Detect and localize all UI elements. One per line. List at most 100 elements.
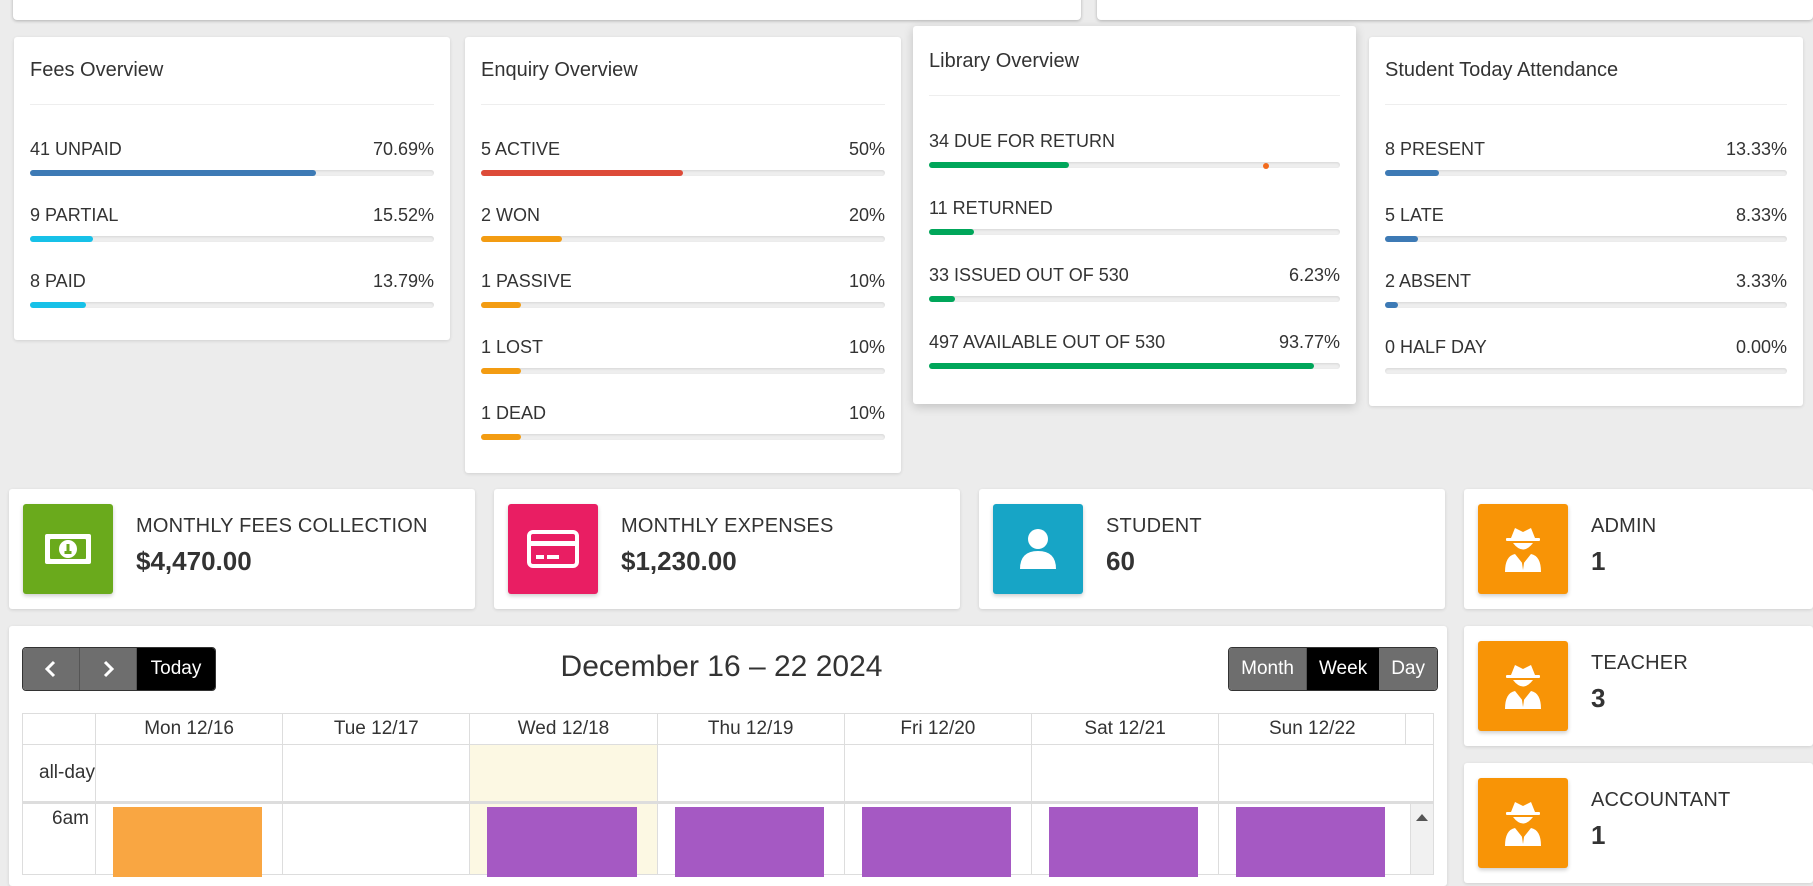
progress-fill	[30, 302, 86, 308]
chevron-left-icon	[44, 660, 56, 678]
attendance-panel: Student Today Attendance 8 PRESENT 13.33%…	[1369, 37, 1803, 406]
calendar-event[interactable]	[861, 807, 1011, 877]
panel-title: Student Today Attendance	[1385, 59, 1619, 81]
monthly-fees-collection-box[interactable]: MONTHLY FEES COLLECTION $4,470.00	[9, 489, 475, 609]
allday-cell[interactable]	[656, 745, 844, 801]
progress-label: 2 WON	[481, 205, 541, 225]
progress-label: 9 PARTIAL	[30, 205, 119, 225]
progress-fill	[929, 229, 975, 235]
allday-cell[interactable]	[469, 745, 657, 801]
progress-track	[481, 302, 885, 308]
progress-item: 1 LOST 10%	[481, 337, 885, 403]
teacher-box[interactable]: TEACHER 3	[1464, 626, 1813, 746]
progress-fill	[481, 302, 522, 308]
week-grid: Mon 12/16 Tue 12/17 Wed 12/18 Thu 12/19 Fri …	[22, 713, 1434, 877]
accountant-box[interactable]: ACCOUNTANT 1	[1464, 763, 1813, 883]
allday-cell[interactable]	[95, 745, 282, 801]
progress-label: 34 DUE FOR RETURN	[929, 131, 1116, 151]
view-day-button[interactable]: Day	[1379, 648, 1437, 690]
progress-percent: 6.23%	[1288, 265, 1340, 285]
day-header[interactable]: Tue 12/17	[282, 714, 469, 744]
progress-fill	[481, 434, 522, 440]
progress-item: 5 ACTIVE 50%	[481, 139, 885, 205]
progress-label: 0 HALF DAY	[1385, 337, 1487, 357]
calendar-panel: Today December 16 – 22 2024 Month Week D…	[9, 626, 1447, 886]
day-header[interactable]: Thu 12/19	[656, 714, 844, 744]
progress-percent: 50%	[848, 139, 885, 159]
progress-label: 8 PAID	[30, 271, 86, 291]
progress-track	[30, 302, 434, 308]
day-header-row: Mon 12/16 Tue 12/17 Wed 12/18 Thu 12/19 Fri …	[23, 714, 1433, 745]
progress-label: 41 UNPAID	[30, 139, 122, 159]
time-cell[interactable]	[843, 804, 1031, 874]
progress-item: 2 ABSENT 3.33%	[1385, 271, 1787, 337]
admin-box[interactable]: ADMIN 1	[1464, 489, 1813, 609]
allday-cell[interactable]	[282, 745, 469, 801]
progress-fill	[30, 170, 316, 176]
next-button[interactable]	[80, 648, 137, 690]
arrow-up-icon	[1416, 814, 1428, 821]
progress-label: 8 PRESENT	[1385, 139, 1486, 159]
calendar-event[interactable]	[487, 807, 637, 877]
calendar-nav: Today	[22, 647, 216, 691]
day-header[interactable]: Wed 12/18	[469, 714, 656, 744]
progress-fill	[481, 236, 562, 242]
status-dot	[1263, 163, 1269, 169]
progress-track	[929, 229, 1340, 235]
allday-cell[interactable]	[1031, 745, 1218, 801]
student-box[interactable]: STUDENT 60	[979, 489, 1445, 609]
view-week-button[interactable]: Week	[1306, 648, 1380, 690]
today-button[interactable]: Today	[137, 648, 215, 690]
scrollbar-up[interactable]	[1410, 804, 1433, 874]
progress-label: 11 RETURNED	[929, 198, 1053, 218]
time-cell[interactable]	[95, 804, 282, 874]
progress-fill	[929, 296, 955, 302]
calendar-event[interactable]	[1049, 807, 1199, 877]
time-cell[interactable]	[1031, 804, 1218, 874]
stat-value: 3	[1591, 683, 1606, 713]
calendar-event[interactable]	[1236, 807, 1386, 877]
time-cell[interactable]	[282, 804, 469, 874]
progress-item: 2 WON 20%	[481, 205, 885, 271]
top-panel-left	[13, 0, 1081, 20]
progress-percent: 15.52%	[372, 205, 434, 225]
progress-percent: 0.00%	[1735, 337, 1787, 357]
allday-row: all-day	[23, 745, 1433, 804]
progress-fill	[30, 236, 93, 242]
day-header[interactable]: Sat 12/21	[1031, 714, 1218, 744]
progress-fill	[481, 368, 522, 374]
progress-item: 0 HALF DAY 0.00%	[1385, 337, 1787, 403]
allday-label: all-day	[39, 762, 95, 783]
progress-percent: 10%	[848, 337, 885, 357]
progress-track	[929, 296, 1340, 302]
day-header[interactable]: Fri 12/20	[843, 714, 1031, 744]
divider	[30, 104, 434, 105]
progress-fill	[481, 170, 683, 176]
calendar-event[interactable]	[674, 807, 824, 877]
progress-label: 497 AVAILABLE OUT OF 530	[929, 332, 1166, 352]
progress-item: 41 UNPAID 70.69%	[30, 139, 434, 205]
progress-item: 11 RETURNED	[929, 198, 1340, 264]
library-overview-panel: Library Overview 34 DUE FOR RETURN 11 RET…	[913, 26, 1356, 404]
monthly-expenses-box[interactable]: MONTHLY EXPENSES $1,230.00	[494, 489, 960, 609]
time-cell[interactable]	[656, 804, 844, 874]
progress-fill	[1385, 236, 1419, 242]
allday-cell[interactable]	[843, 745, 1031, 801]
view-month-button[interactable]: Month	[1229, 648, 1307, 690]
view-switcher: Month Week Day	[1228, 647, 1438, 691]
stat-value: 1	[1591, 546, 1606, 576]
progress-percent: 20%	[848, 205, 885, 225]
prev-button[interactable]	[23, 648, 80, 690]
progress-percent: 10%	[848, 403, 885, 423]
allday-cell[interactable]	[1218, 745, 1405, 801]
progress-percent: 8.33%	[1735, 205, 1787, 225]
calendar-event[interactable]	[113, 807, 263, 877]
divider	[1385, 104, 1787, 105]
day-header[interactable]: Sun 12/22	[1218, 714, 1405, 744]
day-header[interactable]: Mon 12/16	[95, 714, 282, 744]
progress-item: 9 PARTIAL 15.52%	[30, 205, 434, 271]
divider	[481, 104, 885, 105]
time-cell[interactable]	[1218, 804, 1405, 874]
user-secret-icon	[1478, 641, 1568, 731]
progress-fill	[1385, 170, 1439, 176]
